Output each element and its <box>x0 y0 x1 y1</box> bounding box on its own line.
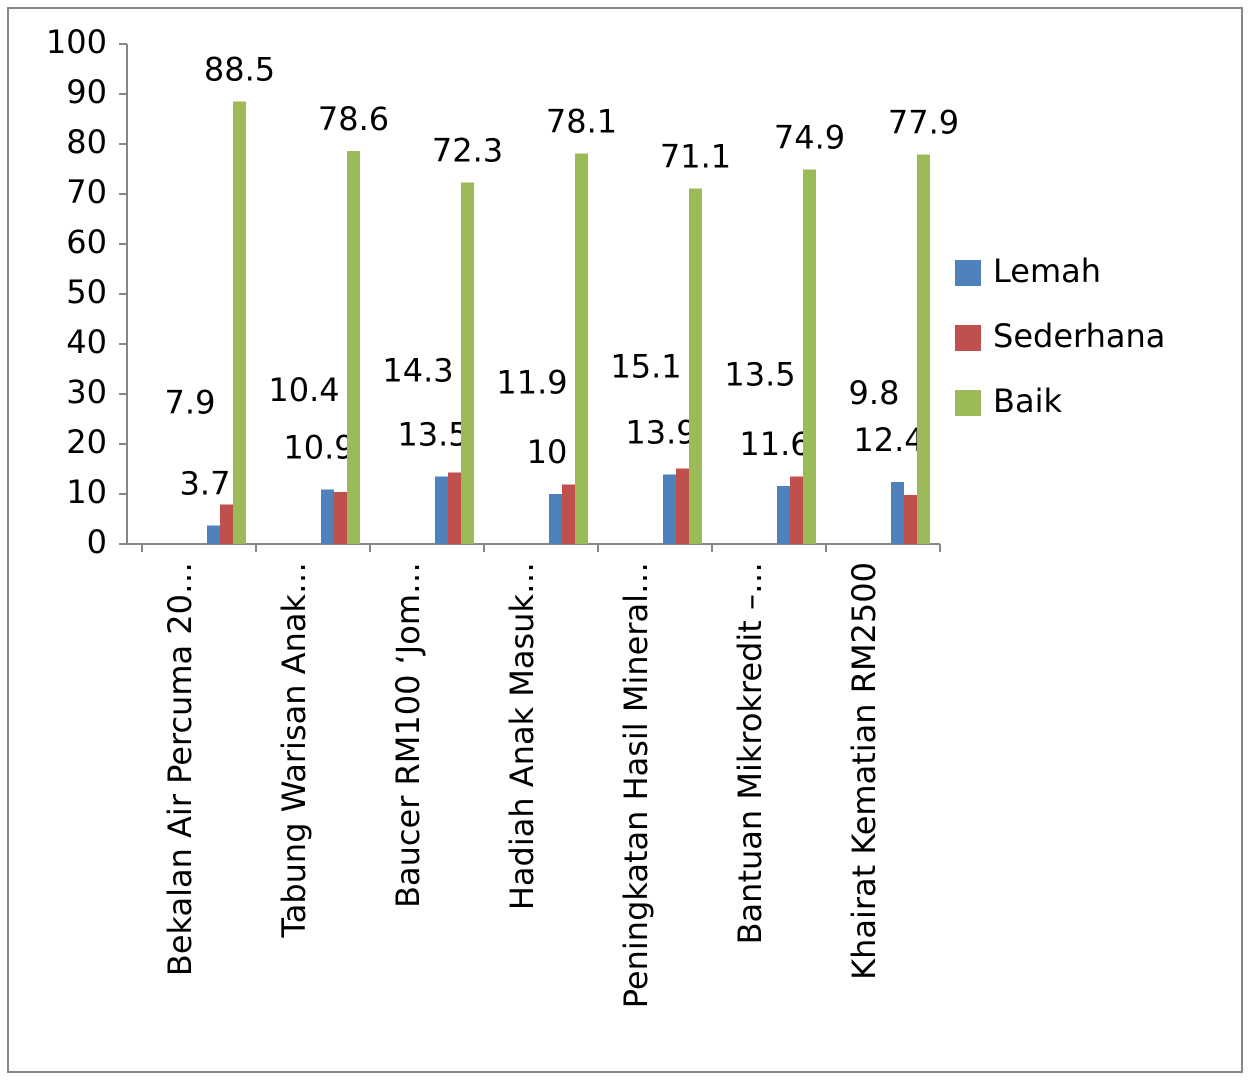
bar <box>689 188 702 544</box>
data-label: 15.1 <box>610 348 681 386</box>
bar <box>575 153 588 544</box>
y-tick-label: 50 <box>66 273 107 311</box>
x-tick-label: Peningkatan Hasil Mineral… <box>617 562 655 1008</box>
data-label: 11.9 <box>496 364 567 402</box>
y-tick-label: 100 <box>46 23 107 61</box>
data-label: 12.4 <box>853 421 924 459</box>
bar <box>461 182 474 544</box>
y-tick-label: 30 <box>66 373 107 411</box>
y-tick-label: 90 <box>66 73 107 111</box>
x-tick-label: Hadiah Anak Masuk… <box>503 562 541 910</box>
data-label: 78.6 <box>318 100 389 138</box>
bar <box>663 474 676 544</box>
x-tick-label: Baucer RM100 ‘Jom… <box>389 562 427 908</box>
data-label: 72.3 <box>432 132 503 170</box>
data-label: 11.6 <box>739 425 810 463</box>
y-tick-label: 20 <box>66 423 107 461</box>
y-tick-label: 60 <box>66 223 107 261</box>
bar <box>347 151 360 544</box>
bar <box>562 484 575 544</box>
y-tick-label: 80 <box>66 123 107 161</box>
x-tick-label: Bekalan Air Percuma 20… <box>161 562 199 976</box>
x-tick-label: Bantuan Mikrokredit –… <box>731 562 769 944</box>
bar <box>676 468 689 544</box>
bar <box>334 492 347 544</box>
y-tick-label: 40 <box>66 323 107 361</box>
data-label: 71.1 <box>660 138 731 176</box>
data-label: 13.5 <box>397 416 468 454</box>
bar <box>435 476 448 544</box>
legend-label: Lemah <box>993 252 1101 290</box>
data-label: 74.9 <box>774 119 845 157</box>
x-tick-label: Tabung Warisan Anak… <box>275 562 313 939</box>
data-label: 88.5 <box>204 51 275 89</box>
data-label: 13.5 <box>724 356 795 394</box>
bar <box>904 495 917 544</box>
bar <box>891 482 904 544</box>
bar <box>220 504 233 544</box>
legend-label: Baik <box>993 382 1062 420</box>
data-label: 10.9 <box>283 429 354 467</box>
data-label: 9.8 <box>849 374 900 412</box>
bar <box>207 525 220 544</box>
data-label: 14.3 <box>382 352 453 390</box>
data-label: 10.4 <box>268 371 339 409</box>
bar <box>321 489 334 544</box>
bar <box>233 101 246 544</box>
legend-swatch <box>955 390 981 416</box>
bar <box>790 476 803 544</box>
data-label: 7.9 <box>165 384 216 422</box>
legend-label: Sederhana <box>993 317 1165 355</box>
x-tick-label: Khairat Kematian RM2500 <box>845 562 883 980</box>
legend-swatch <box>955 325 981 351</box>
y-tick-label: 10 <box>66 473 107 511</box>
bar <box>803 169 816 544</box>
y-tick-label: 0 <box>87 523 107 561</box>
data-label: 13.9 <box>625 414 696 452</box>
bar <box>549 494 562 544</box>
data-label: 77.9 <box>888 104 959 142</box>
legend-swatch <box>955 260 981 286</box>
data-label: 10 <box>527 433 568 471</box>
data-label: 3.7 <box>180 465 231 503</box>
bar <box>448 472 461 544</box>
bar <box>917 154 930 544</box>
bar <box>777 486 790 544</box>
data-label: 78.1 <box>546 103 617 141</box>
y-tick-label: 70 <box>66 173 107 211</box>
